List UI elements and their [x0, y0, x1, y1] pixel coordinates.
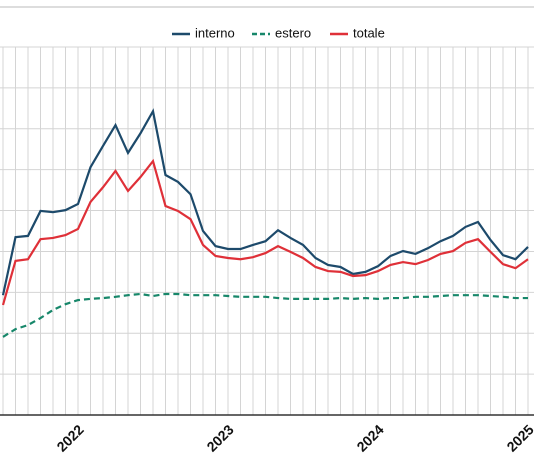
legend-label: totale — [353, 25, 385, 40]
x-tick-label: 2024 — [353, 421, 386, 454]
x-tick-label: 2022 — [53, 421, 86, 454]
x-tick-label: 2025 — [503, 421, 534, 454]
legend-label: interno — [195, 25, 235, 40]
series-line — [1, 158, 529, 306]
x-tick-label: 2023 — [203, 421, 236, 454]
legend-label: estero — [275, 25, 311, 40]
series-line — [2, 292, 528, 338]
series-line — [1, 108, 529, 296]
